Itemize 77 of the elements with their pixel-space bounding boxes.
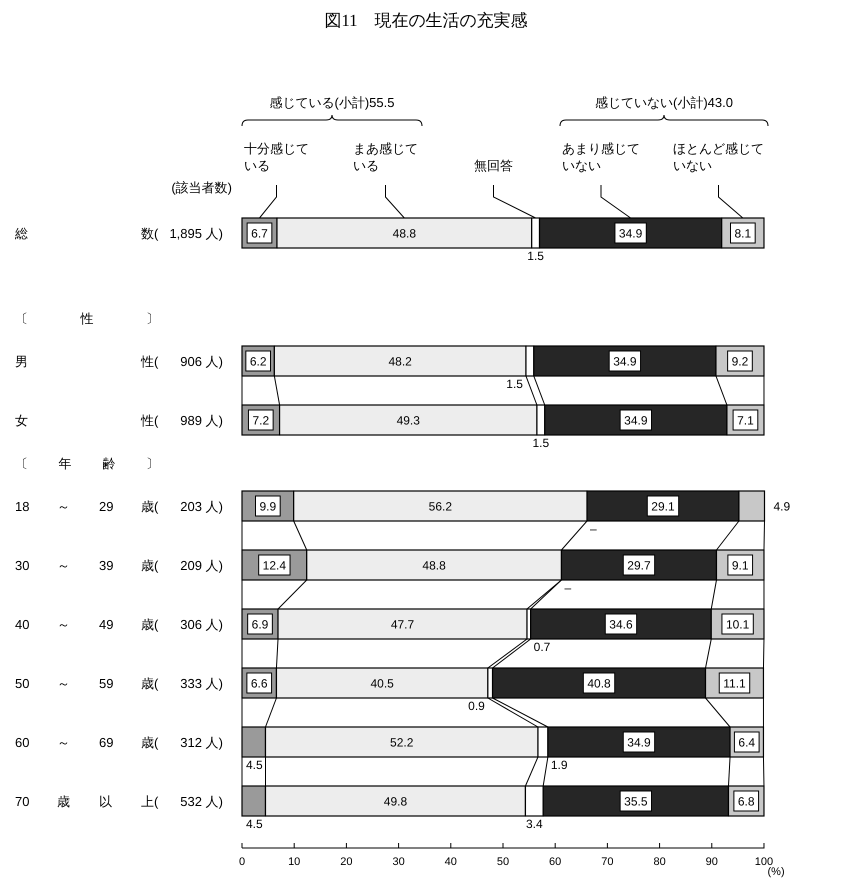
data-label: 56.2 (428, 500, 452, 514)
data-label: 6.8 (738, 794, 755, 808)
data-label: 6.7 (251, 226, 268, 240)
x-axis-title: (%) (768, 866, 785, 878)
data-label: 34.6 (609, 618, 633, 632)
data-label: 0.7 (534, 640, 550, 654)
category-label: 総 数( 1,895 人) (15, 226, 223, 241)
data-label: 1.5 (532, 436, 550, 450)
data-label: 1.5 (506, 377, 523, 391)
data-label: 52.2 (390, 736, 414, 750)
data-label: 34.9 (618, 226, 642, 240)
x-tick-label: 60 (549, 856, 562, 868)
data-label: 48.8 (422, 558, 446, 572)
annotation: 感じている(小計)55.5 (270, 95, 394, 110)
category-label: 60 ～ 69 歳( 312 人) (15, 735, 223, 750)
data-label: 6.6 (250, 676, 268, 690)
data-label: 3.4 (526, 817, 543, 831)
data-label: 9.2 (732, 354, 748, 368)
data-label: 40.8 (587, 676, 611, 690)
data-label: 47.7 (390, 618, 414, 632)
data-label: 48.8 (392, 226, 416, 240)
data-label: 4.5 (246, 817, 263, 831)
data-label: 1.5 (527, 249, 544, 263)
x-tick-label: 30 (392, 856, 405, 868)
data-label: 49.8 (384, 794, 408, 808)
data-label: 6.9 (252, 618, 268, 632)
category-label: 40 ～ 49 歳( 306 人) (15, 617, 223, 632)
data-label: 7.2 (252, 414, 270, 428)
data-label: 34.9 (624, 414, 648, 428)
data-label: 29.1 (651, 500, 675, 514)
category-label: 30 ～ 39 歳( 209 人) (15, 558, 223, 573)
data-label: 1.9 (550, 758, 568, 772)
data-label: 0.9 (468, 699, 485, 713)
data-label: 29.7 (627, 558, 651, 572)
legend-label: あまり感じていない (562, 141, 640, 173)
data-label: 10.1 (726, 618, 750, 632)
data-label: 12.4 (262, 558, 286, 572)
data-label: 34.9 (613, 354, 637, 368)
data-label: 4.9 (774, 500, 790, 514)
category-label: 70 歳 以 上( 532 人) (15, 794, 223, 809)
x-tick-label: 0 (238, 856, 246, 868)
legend-label: 十分感じている (244, 141, 309, 173)
annotation: 感じていない(小計)43.0 (595, 95, 733, 110)
y-axis-title: (該当者数) (171, 180, 232, 195)
x-tick-label: 50 (496, 856, 510, 868)
data-label: 34.9 (627, 736, 651, 750)
x-tick-label: 100 (754, 856, 774, 868)
x-tick-label: 90 (706, 856, 718, 868)
data-label: 7.1 (737, 414, 754, 428)
data-label: 9.1 (732, 558, 749, 572)
data-label: 9.9 (260, 500, 276, 514)
x-tick-label: 80 (653, 856, 666, 868)
data-label: 6.4 (738, 736, 756, 750)
category-label: 女 性( 989 人) (15, 413, 223, 428)
title: 図11 現在の生活の充実感 (324, 11, 528, 30)
data-label: 35.5 (624, 794, 648, 808)
data-label: – (590, 522, 597, 536)
data-label: 48.2 (388, 354, 412, 368)
group-title: 〔 年 齢 〕 (15, 456, 159, 471)
data-label: 4.5 (246, 758, 263, 772)
data-label: 8.1 (734, 226, 752, 240)
x-tick-label: 70 (601, 856, 614, 868)
data-label: 49.3 (396, 414, 420, 428)
legend-label: まあ感じている (353, 141, 418, 173)
legend-label: 無回答 (474, 158, 513, 173)
x-tick-label: 10 (288, 856, 300, 868)
data-label: – (564, 581, 572, 595)
data-label: 40.5 (370, 676, 394, 690)
category-label: 男 性( 906 人) (15, 354, 223, 369)
category-label: 50 ～ 59 歳( 333 人) (15, 676, 223, 691)
data-label: 11.1 (723, 676, 746, 690)
x-tick-label: 20 (340, 856, 353, 868)
legend-label: ほとんど感じていない (673, 141, 764, 173)
category-label: 18 ～ 29 歳( 203 人) (15, 499, 223, 514)
x-tick-label: 40 (444, 856, 457, 868)
data-label: 6.2 (250, 354, 267, 368)
group-title: 〔 性 〕 (15, 311, 159, 326)
